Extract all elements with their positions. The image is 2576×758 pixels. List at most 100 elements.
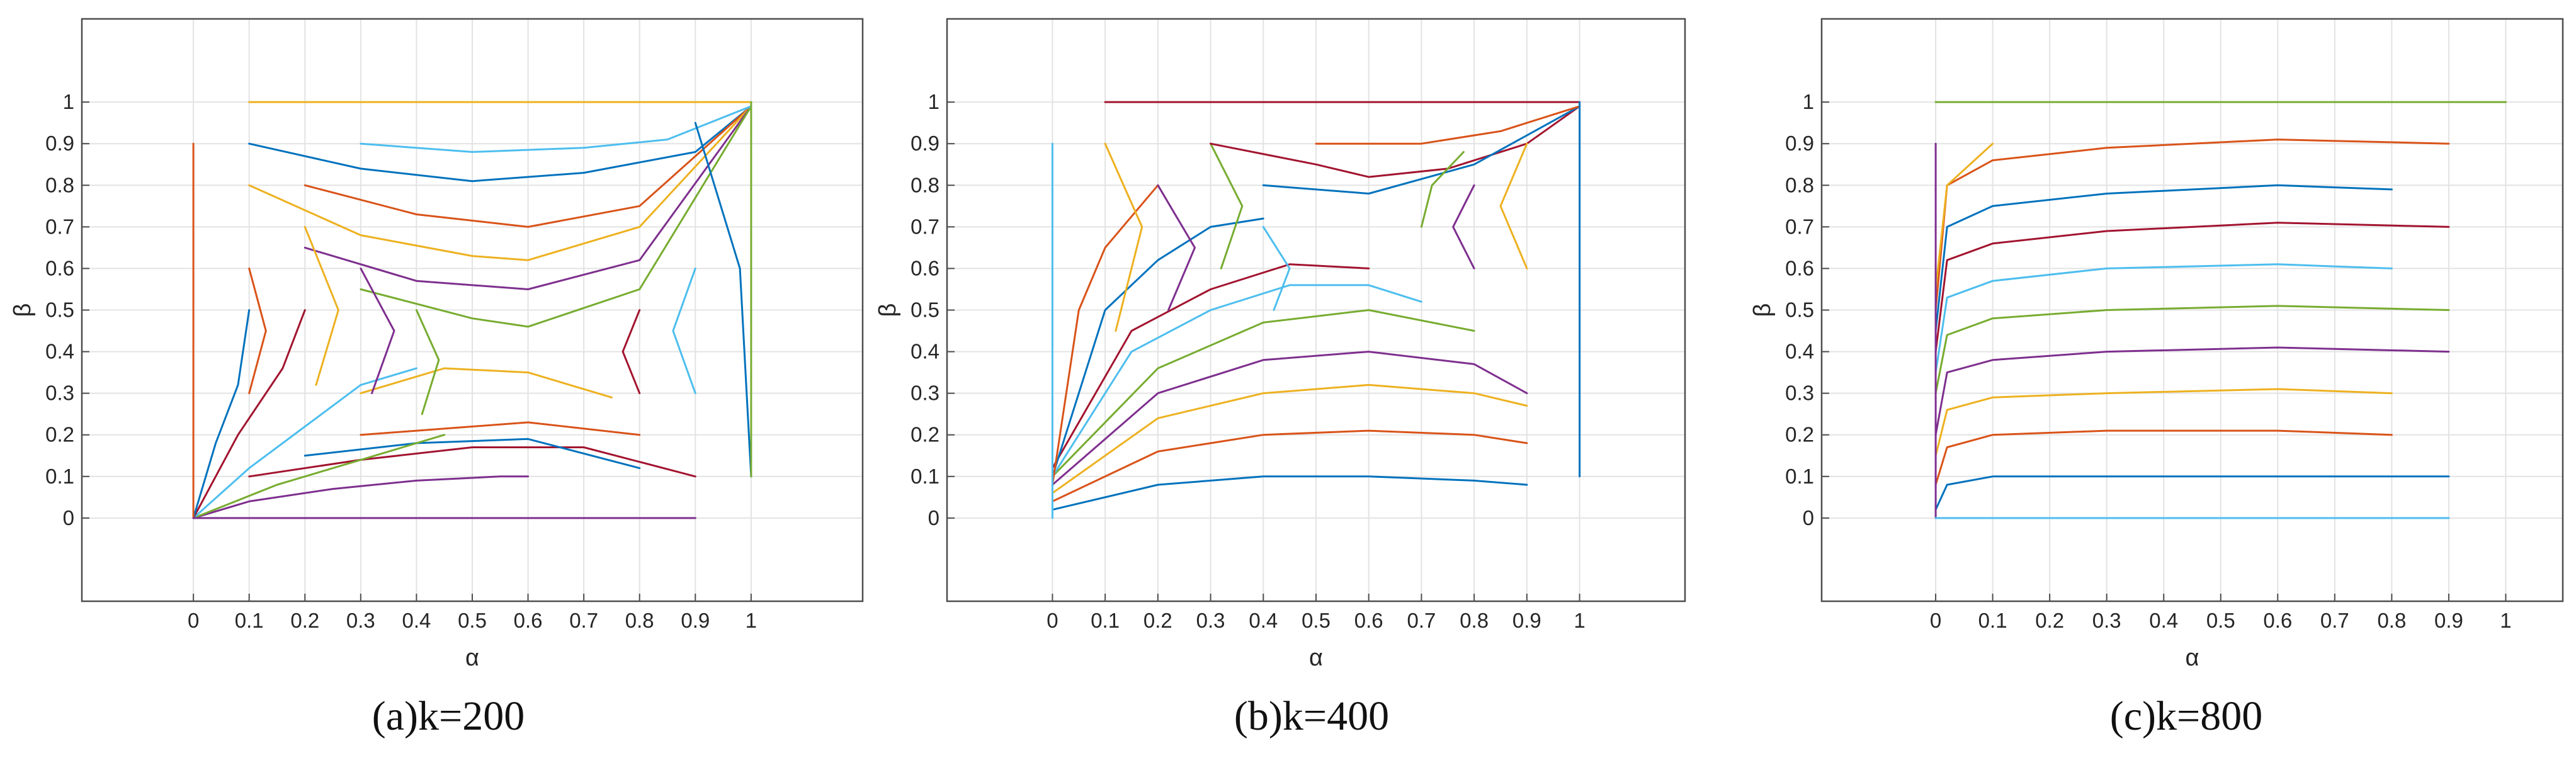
y-tick-label: 0.2 xyxy=(45,423,74,446)
y-tick-label: 1 xyxy=(63,90,74,113)
series-line xyxy=(1934,346,2450,436)
series-line xyxy=(1262,105,1581,195)
x-tick-label: 0.4 xyxy=(2149,609,2178,632)
panel-a-chart: 0 0.1 0.2 0.3 0.4 0.5 0.6 0.7 0.8 0.9 1 0 0.1 0.2 0.3 0… xyxy=(9,18,864,671)
x-tick-label: 0.3 xyxy=(2092,609,2121,632)
x-tick-label: 0.2 xyxy=(1143,609,1172,632)
y-tick-label: 0.9 xyxy=(911,132,939,155)
x-tick-label: 0.7 xyxy=(569,609,598,632)
series-line xyxy=(1934,184,2393,332)
x-tick-label: 0.5 xyxy=(2206,609,2235,632)
y-tick-label: 0.3 xyxy=(1785,382,1814,405)
series-line xyxy=(304,225,339,386)
x-tick-label: 0 xyxy=(1930,609,1941,632)
y-axis-label: β xyxy=(9,303,36,317)
series-line xyxy=(360,105,752,153)
y-tick-label: 0.6 xyxy=(1785,256,1814,280)
series-line xyxy=(1210,105,1581,178)
x-tick-label: 0.6 xyxy=(2263,609,2292,632)
y-tick-label: 0 xyxy=(928,506,939,529)
x-tick-label: 0.8 xyxy=(1460,609,1489,632)
series-line xyxy=(1051,284,1422,478)
y-tick-label: 0.7 xyxy=(911,215,939,238)
series-line xyxy=(1934,388,2393,457)
y-tick-label: 0.5 xyxy=(1785,298,1814,322)
x-tick-label: 0.4 xyxy=(1249,609,1278,632)
y-tick-label: 0.7 xyxy=(1785,215,1814,238)
x-tick-label: 1 xyxy=(2500,609,2511,632)
series-line xyxy=(1420,150,1465,228)
series-line xyxy=(1452,184,1475,269)
series-line xyxy=(192,309,306,519)
caption-panel-b: (b)k=400 xyxy=(1234,693,1390,739)
series-line xyxy=(192,475,530,519)
x-tick-label: 0.2 xyxy=(2035,609,2064,632)
x-tick-label: 0 xyxy=(188,609,199,632)
y-tick-label: 0.5 xyxy=(45,298,74,322)
x-tick-label: 0.5 xyxy=(458,609,487,632)
x-tick-label: 0.1 xyxy=(235,609,264,632)
x-tick-label: 0.6 xyxy=(514,609,543,632)
y-tick-label: 0.9 xyxy=(45,132,74,155)
x-tick-label: 0.9 xyxy=(2434,609,2463,632)
x-tick-label: 1 xyxy=(1574,609,1585,632)
y-tick-label: 0.8 xyxy=(911,173,939,196)
y-tick-label: 1 xyxy=(928,90,939,113)
series-line xyxy=(1262,225,1291,311)
series-line xyxy=(1315,105,1581,145)
x-tick-label: 0.1 xyxy=(1978,609,2007,632)
series-line xyxy=(304,438,641,470)
series-line xyxy=(192,309,251,519)
series-line xyxy=(360,267,395,395)
series-line xyxy=(248,105,752,261)
y-tick-label: 0.8 xyxy=(1785,173,1814,196)
series-line xyxy=(694,122,752,478)
y-tick-label: 0.4 xyxy=(911,340,939,363)
x-tick-label: 0.8 xyxy=(625,609,654,632)
panel-c-chart: 0 0.1 0.2 0.3 0.4 0.5 0.6 0.7 0.8 0.9 1 0 0.1 0.2 0.3 0… xyxy=(1749,18,2564,671)
y-axis-label: β xyxy=(1749,303,1776,317)
x-tick-label: 0.6 xyxy=(1354,609,1383,632)
series-line xyxy=(1051,184,1159,486)
series-line xyxy=(1051,351,1528,486)
x-tick-label: 0.9 xyxy=(681,609,710,632)
series-line xyxy=(1934,305,2450,395)
series-line xyxy=(1051,475,1528,511)
x-tick-label: 0.4 xyxy=(402,609,431,632)
x-tick-label: 0.5 xyxy=(1302,609,1331,632)
series-line xyxy=(1051,383,1528,494)
y-tick-label: 0.2 xyxy=(1785,423,1814,446)
y-tick-label: 0.5 xyxy=(911,298,939,322)
y-tick-label: 0.1 xyxy=(1785,465,1814,488)
series-line xyxy=(1934,263,2393,374)
x-tick-label: 0.8 xyxy=(2377,609,2406,632)
y-tick-label: 0.3 xyxy=(45,382,74,405)
series-line xyxy=(304,105,752,290)
series-line xyxy=(1104,142,1143,332)
series-line xyxy=(192,367,417,519)
x-axis-label: α xyxy=(465,645,479,671)
y-axis-label: β xyxy=(875,303,901,317)
x-tick-label: 0 xyxy=(1047,609,1058,632)
series-line xyxy=(248,267,267,395)
panel-b-chart: 0 0.1 0.2 0.3 0.4 0.5 0.6 0.7 0.8 0.9 1 0 0.1 0.2 0.3 0… xyxy=(875,18,1686,671)
series-line xyxy=(415,309,440,416)
y-tick-label: 0.9 xyxy=(1785,132,1814,155)
x-axis-label: α xyxy=(2186,645,2199,671)
series-line xyxy=(1051,217,1264,478)
series-line xyxy=(1934,429,2393,486)
x-tick-label: 0.3 xyxy=(1196,609,1225,632)
y-tick-label: 0.7 xyxy=(45,215,74,238)
x-tick-label: 1 xyxy=(746,609,757,632)
series-line xyxy=(672,267,696,395)
series-line xyxy=(360,367,613,399)
x-tick-label: 0.1 xyxy=(1091,609,1120,632)
series-line xyxy=(1499,142,1528,269)
series-line xyxy=(360,421,641,436)
y-tick-label: 0.4 xyxy=(45,340,74,363)
series-line xyxy=(1210,142,1244,269)
y-tick-label: 0.6 xyxy=(911,256,939,280)
series-line xyxy=(248,446,696,478)
y-tick-label: 0.4 xyxy=(1785,340,1814,363)
